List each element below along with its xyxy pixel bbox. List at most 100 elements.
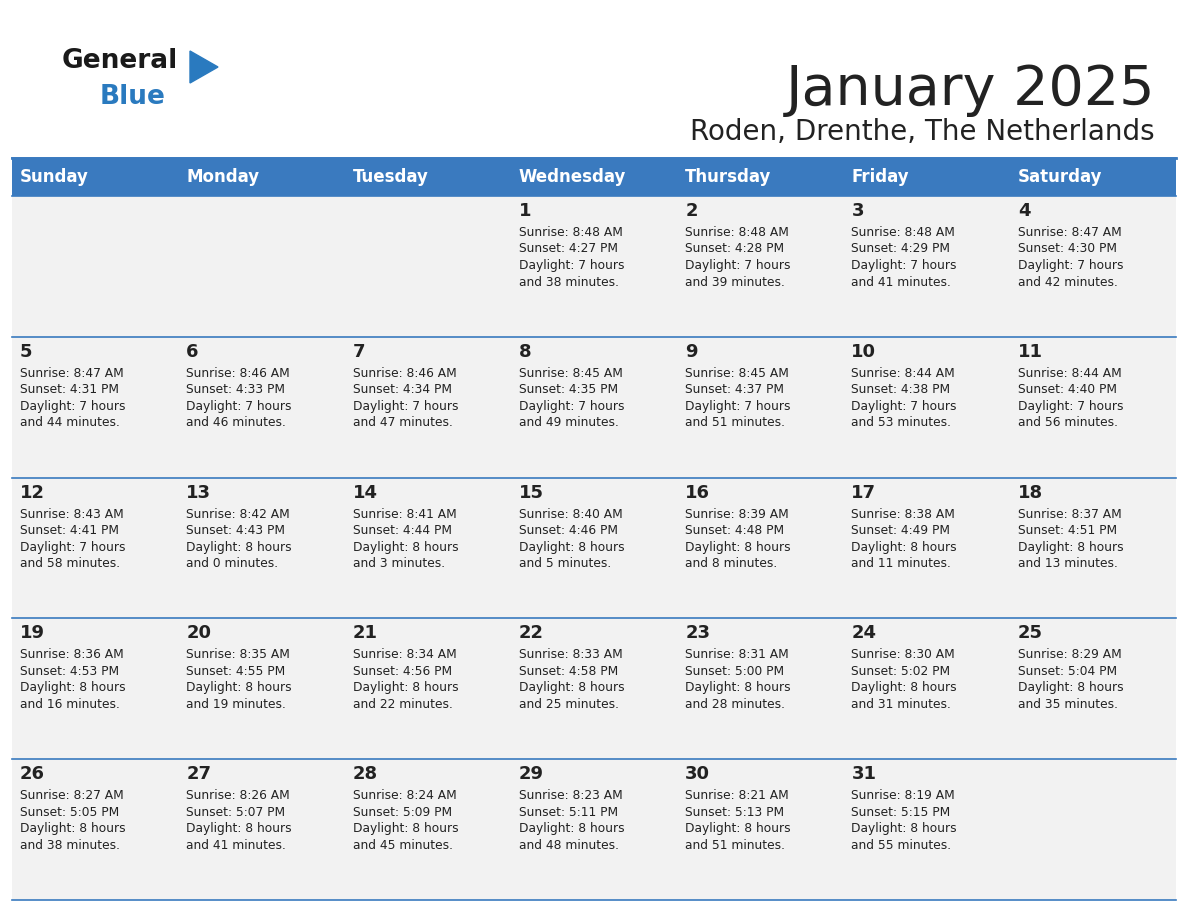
Text: Daylight: 8 hours: Daylight: 8 hours [187, 681, 292, 694]
Text: and 44 minutes.: and 44 minutes. [20, 416, 120, 430]
Text: Sunset: 4:40 PM: Sunset: 4:40 PM [1018, 384, 1117, 397]
Text: Daylight: 8 hours: Daylight: 8 hours [685, 541, 791, 554]
Text: Daylight: 7 hours: Daylight: 7 hours [1018, 259, 1123, 272]
Text: Sunset: 5:05 PM: Sunset: 5:05 PM [20, 806, 119, 819]
Text: Daylight: 8 hours: Daylight: 8 hours [1018, 541, 1124, 554]
Bar [677, 759, 843, 900]
Text: and 53 minutes.: and 53 minutes. [852, 416, 952, 430]
Text: 11: 11 [1018, 342, 1043, 361]
Text: General: General [62, 48, 178, 74]
Text: Sunset: 4:44 PM: Sunset: 4:44 PM [353, 524, 451, 537]
Text: and 41 minutes.: and 41 minutes. [852, 275, 952, 288]
Text: Sunset: 4:38 PM: Sunset: 4:38 PM [852, 384, 950, 397]
Bar [1010, 196, 1176, 337]
Text: Sunrise: 8:33 AM: Sunrise: 8:33 AM [519, 648, 623, 661]
Text: Daylight: 8 hours: Daylight: 8 hours [852, 823, 958, 835]
Text: 17: 17 [852, 484, 877, 501]
Bar [843, 477, 1010, 619]
Bar [345, 196, 511, 337]
Text: Daylight: 8 hours: Daylight: 8 hours [1018, 681, 1124, 694]
Bar [511, 158, 677, 196]
Text: and 42 minutes.: and 42 minutes. [1018, 275, 1118, 288]
Text: and 48 minutes.: and 48 minutes. [519, 839, 619, 852]
Text: and 3 minutes.: and 3 minutes. [353, 557, 444, 570]
Text: Sunset: 4:48 PM: Sunset: 4:48 PM [685, 524, 784, 537]
Text: Daylight: 7 hours: Daylight: 7 hours [685, 259, 791, 272]
Text: and 19 minutes.: and 19 minutes. [187, 698, 286, 711]
Text: Sunrise: 8:48 AM: Sunrise: 8:48 AM [685, 226, 789, 239]
Text: 26: 26 [20, 766, 45, 783]
Text: Daylight: 7 hours: Daylight: 7 hours [187, 400, 292, 413]
Text: Sunrise: 8:47 AM: Sunrise: 8:47 AM [20, 367, 124, 380]
Text: 23: 23 [685, 624, 710, 643]
Bar [677, 196, 843, 337]
Text: Sunset: 4:29 PM: Sunset: 4:29 PM [852, 242, 950, 255]
Text: and 38 minutes.: and 38 minutes. [519, 275, 619, 288]
Text: 19: 19 [20, 624, 45, 643]
Text: Blue: Blue [100, 84, 166, 110]
Text: Daylight: 8 hours: Daylight: 8 hours [685, 823, 791, 835]
Text: Daylight: 8 hours: Daylight: 8 hours [20, 681, 126, 694]
Text: and 51 minutes.: and 51 minutes. [685, 416, 785, 430]
Text: Daylight: 8 hours: Daylight: 8 hours [187, 823, 292, 835]
Text: Daylight: 8 hours: Daylight: 8 hours [353, 681, 459, 694]
Bar [677, 477, 843, 619]
Text: Daylight: 8 hours: Daylight: 8 hours [353, 823, 459, 835]
Bar [178, 337, 345, 477]
Text: Sunset: 4:33 PM: Sunset: 4:33 PM [187, 384, 285, 397]
Text: 25: 25 [1018, 624, 1043, 643]
Text: and 46 minutes.: and 46 minutes. [187, 416, 286, 430]
Text: Sunset: 4:49 PM: Sunset: 4:49 PM [852, 524, 950, 537]
Text: 30: 30 [685, 766, 710, 783]
Text: Sunday: Sunday [20, 168, 89, 186]
Text: 8: 8 [519, 342, 531, 361]
Text: Daylight: 7 hours: Daylight: 7 hours [852, 400, 956, 413]
Text: Sunset: 5:07 PM: Sunset: 5:07 PM [187, 806, 285, 819]
Text: 28: 28 [353, 766, 378, 783]
Text: Monday: Monday [187, 168, 259, 186]
Text: 10: 10 [852, 342, 877, 361]
Text: Daylight: 7 hours: Daylight: 7 hours [519, 259, 625, 272]
Text: Daylight: 7 hours: Daylight: 7 hours [852, 259, 956, 272]
Text: and 28 minutes.: and 28 minutes. [685, 698, 785, 711]
Bar [12, 337, 178, 477]
Text: 14: 14 [353, 484, 378, 501]
Bar [178, 619, 345, 759]
Text: Sunset: 4:35 PM: Sunset: 4:35 PM [519, 384, 618, 397]
Text: and 56 minutes.: and 56 minutes. [1018, 416, 1118, 430]
Text: Sunrise: 8:31 AM: Sunrise: 8:31 AM [685, 648, 789, 661]
Text: and 5 minutes.: and 5 minutes. [519, 557, 611, 570]
Text: Sunrise: 8:44 AM: Sunrise: 8:44 AM [852, 367, 955, 380]
Bar [1010, 337, 1176, 477]
Text: 6: 6 [187, 342, 198, 361]
Text: Sunset: 4:27 PM: Sunset: 4:27 PM [519, 242, 618, 255]
Text: Daylight: 7 hours: Daylight: 7 hours [353, 400, 459, 413]
Text: Sunset: 5:15 PM: Sunset: 5:15 PM [852, 806, 950, 819]
Text: and 8 minutes.: and 8 minutes. [685, 557, 777, 570]
Text: 2: 2 [685, 202, 697, 220]
Text: Sunrise: 8:37 AM: Sunrise: 8:37 AM [1018, 508, 1121, 521]
Text: Sunrise: 8:41 AM: Sunrise: 8:41 AM [353, 508, 456, 521]
Text: 9: 9 [685, 342, 697, 361]
Text: Wednesday: Wednesday [519, 168, 626, 186]
Bar [12, 196, 178, 337]
Text: Thursday: Thursday [685, 168, 771, 186]
Bar [345, 158, 511, 196]
Text: Sunset: 4:51 PM: Sunset: 4:51 PM [1018, 524, 1117, 537]
Text: Sunset: 4:41 PM: Sunset: 4:41 PM [20, 524, 119, 537]
Text: Sunset: 5:02 PM: Sunset: 5:02 PM [852, 665, 950, 677]
Text: 15: 15 [519, 484, 544, 501]
Text: and 47 minutes.: and 47 minutes. [353, 416, 453, 430]
Text: 22: 22 [519, 624, 544, 643]
Bar [511, 196, 677, 337]
Text: Sunset: 4:56 PM: Sunset: 4:56 PM [353, 665, 451, 677]
Text: Sunset: 5:04 PM: Sunset: 5:04 PM [1018, 665, 1117, 677]
Text: and 38 minutes.: and 38 minutes. [20, 839, 120, 852]
Text: Sunrise: 8:44 AM: Sunrise: 8:44 AM [1018, 367, 1121, 380]
Text: 16: 16 [685, 484, 710, 501]
Text: Sunrise: 8:24 AM: Sunrise: 8:24 AM [353, 789, 456, 802]
Bar [1010, 619, 1176, 759]
Text: Sunrise: 8:39 AM: Sunrise: 8:39 AM [685, 508, 789, 521]
Text: Sunset: 4:30 PM: Sunset: 4:30 PM [1018, 242, 1117, 255]
Bar [511, 477, 677, 619]
